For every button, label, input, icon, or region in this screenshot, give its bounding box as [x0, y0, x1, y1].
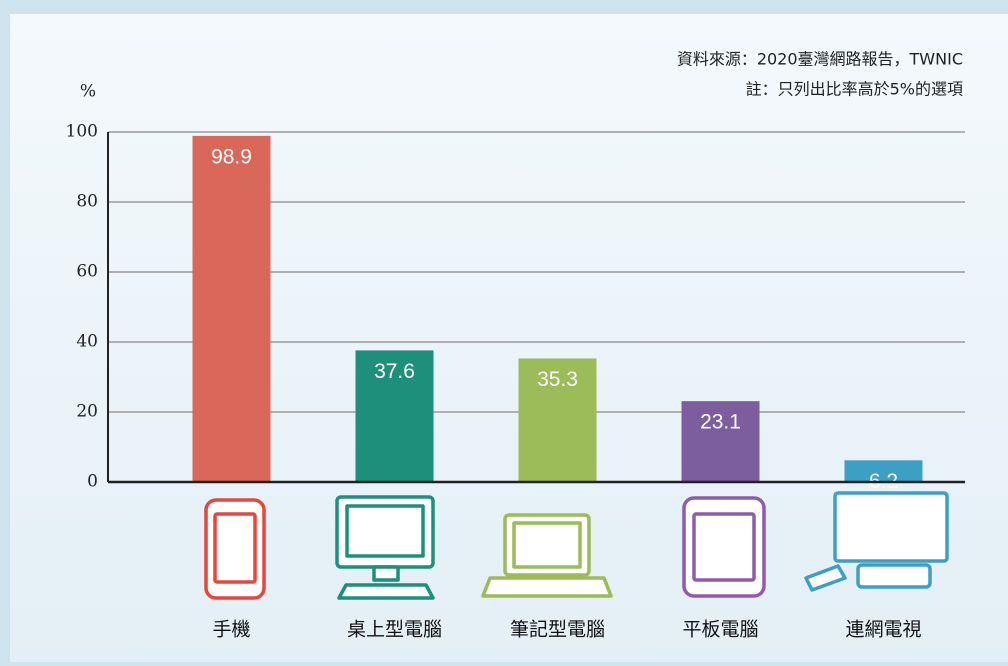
bar [518, 358, 597, 482]
x-tick-label: 手機 [212, 619, 250, 641]
tablet-screen [692, 512, 756, 582]
desktop-screen [345, 504, 425, 558]
y-tick-label: 80 [76, 192, 98, 212]
y-tick-label: 20 [76, 402, 98, 422]
laptop-screen [512, 521, 582, 569]
tv-box [856, 563, 932, 589]
y-tick-label: 60 [76, 262, 98, 282]
x-tick-label: 桌上型電腦 [347, 619, 442, 641]
device-icons [204, 491, 949, 600]
laptop-base [481, 576, 613, 598]
x-tick-label: 筆記型電腦 [510, 619, 605, 641]
y-tick-label: 100 [66, 122, 98, 142]
data-label: 23.1 [700, 411, 741, 434]
tv-icon [833, 491, 949, 563]
data-label: 35.3 [537, 368, 578, 391]
data-label: 37.6 [374, 360, 415, 383]
desktop-base [337, 583, 435, 600]
bar [192, 135, 271, 482]
footnote: 註：只列出比率高於5%的選項 [746, 80, 963, 99]
phone-screen [213, 512, 257, 584]
data-label: 98.9 [211, 145, 252, 168]
x-tick-label: 連網電視 [845, 619, 921, 641]
desktop-stand [372, 565, 400, 582]
tv-remote [804, 564, 847, 592]
y-tick-label: 0 [87, 472, 98, 492]
x-tick-label: 平板電腦 [682, 619, 758, 641]
y-tick-label: 40 [76, 332, 98, 352]
source-note: 資料來源：2020臺灣網路報告，TWNIC [677, 50, 963, 69]
bar [355, 350, 434, 482]
bar [681, 401, 760, 482]
bar [844, 460, 923, 482]
y-axis-label: % [80, 82, 96, 102]
